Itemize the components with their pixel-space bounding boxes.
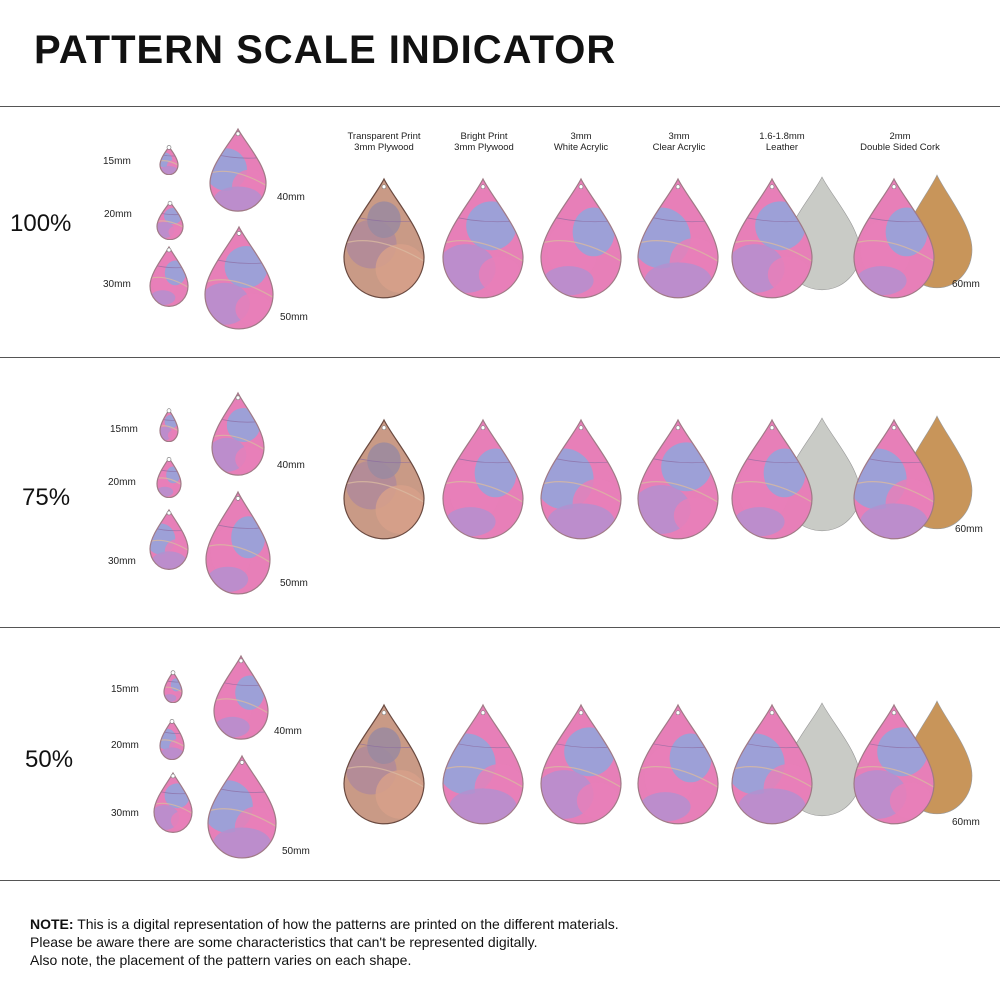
material-drop-clear-acrylic xyxy=(636,703,720,830)
sample-drop-size-30mm xyxy=(152,771,194,838)
scale-section-75: 75% xyxy=(0,358,1000,627)
size-50mm-label: 50mm xyxy=(282,846,310,857)
note-line-1: This is a digital representation of how … xyxy=(73,916,619,932)
sample-drop-size-50mm xyxy=(203,225,275,335)
note-text: NOTE: This is a digital representation o… xyxy=(30,915,619,969)
sample-drop-size-15mm xyxy=(162,670,184,708)
material-drop-bright-plywood xyxy=(441,703,525,830)
material-drop-cork xyxy=(852,703,936,830)
sample-drop-size-20mm xyxy=(155,456,183,503)
divider-bottom xyxy=(0,880,1000,881)
material-drop-clear-acrylic xyxy=(636,177,720,304)
material-drop-clear-acrylic xyxy=(636,418,720,545)
material-drop-white-acrylic xyxy=(539,703,623,830)
size-15mm-label: 15mm xyxy=(110,424,138,435)
sample-drop-size-40mm xyxy=(212,654,270,745)
material-drop-cork xyxy=(852,418,936,545)
sample-drop-size-15mm xyxy=(158,145,180,180)
size-30mm-label: 30mm xyxy=(108,556,136,567)
size-40mm-label: 40mm xyxy=(274,726,302,737)
material-label-white-acrylic: 3mm White Acrylic xyxy=(553,131,609,153)
size-60mm-label: 60mm xyxy=(952,817,980,828)
size-30mm-label: 30mm xyxy=(103,279,131,290)
material-drop-cork xyxy=(852,177,936,304)
sample-drop-size-50mm xyxy=(204,490,272,600)
sample-drop-size-40mm xyxy=(210,391,266,481)
material-drop-leather xyxy=(730,703,814,830)
page-title: PATTERN SCALE INDICATOR xyxy=(34,28,617,72)
note-label: NOTE: xyxy=(30,916,74,932)
material-drop-white-acrylic xyxy=(539,177,623,304)
material-drop-leather xyxy=(730,418,814,545)
size-30mm-label: 30mm xyxy=(111,808,139,819)
size-50mm-label: 50mm xyxy=(280,578,308,589)
material-drop-leather xyxy=(730,177,814,304)
note-line-2: Please be aware there are some character… xyxy=(30,934,538,950)
scale-label: 50% xyxy=(25,746,74,773)
sample-drop-size-20mm xyxy=(155,200,185,245)
scale-label: 75% xyxy=(22,484,71,511)
divider-top xyxy=(0,106,1000,107)
size-20mm-label: 20mm xyxy=(104,209,132,220)
divider-2 xyxy=(0,627,1000,628)
sample-drop-size-30mm xyxy=(148,245,190,312)
size-60mm-label: 60mm xyxy=(955,524,983,535)
material-drop-transparent-plywood xyxy=(342,703,426,830)
size-40mm-label: 40mm xyxy=(277,460,305,471)
material-drop-white-acrylic xyxy=(539,418,623,545)
material-label-bright-plywood: Bright Print 3mm Plywood xyxy=(454,131,514,153)
material-label-cork: 2mm Double Sided Cork xyxy=(860,131,940,153)
size-20mm-label: 20mm xyxy=(111,740,139,751)
material-drop-transparent-plywood xyxy=(342,418,426,545)
size-50mm-label: 50mm xyxy=(280,312,308,323)
material-drop-bright-plywood xyxy=(441,418,525,545)
scale-section-50: 50% xyxy=(0,628,1000,880)
material-label-transparent-plywood: Transparent Print 3mm Plywood xyxy=(347,131,421,153)
size-40mm-label: 40mm xyxy=(277,192,305,203)
material-drop-transparent-plywood xyxy=(342,177,426,304)
size-60mm-label: 60mm xyxy=(952,279,980,290)
material-drop-bright-plywood xyxy=(441,177,525,304)
size-20mm-label: 20mm xyxy=(108,477,136,488)
size-15mm-label: 15mm xyxy=(111,684,139,695)
divider-1 xyxy=(0,357,1000,358)
sample-drop-size-50mm xyxy=(206,754,278,864)
scale-label: 100% xyxy=(10,210,72,237)
sample-drop-size-20mm xyxy=(158,718,186,765)
sample-drop-size-30mm xyxy=(148,508,190,575)
size-15mm-label: 15mm xyxy=(103,156,131,167)
sample-drop-size-40mm xyxy=(208,127,268,217)
note-line-3: Also note, the placement of the pattern … xyxy=(30,952,412,968)
material-label-leather: 1.6-1.8mm Leather xyxy=(759,131,805,153)
sample-drop-size-15mm xyxy=(158,408,180,447)
scale-section-100: 100% xyxy=(0,107,1000,357)
material-label-clear-acrylic: 3mm Clear Acrylic xyxy=(652,131,706,153)
